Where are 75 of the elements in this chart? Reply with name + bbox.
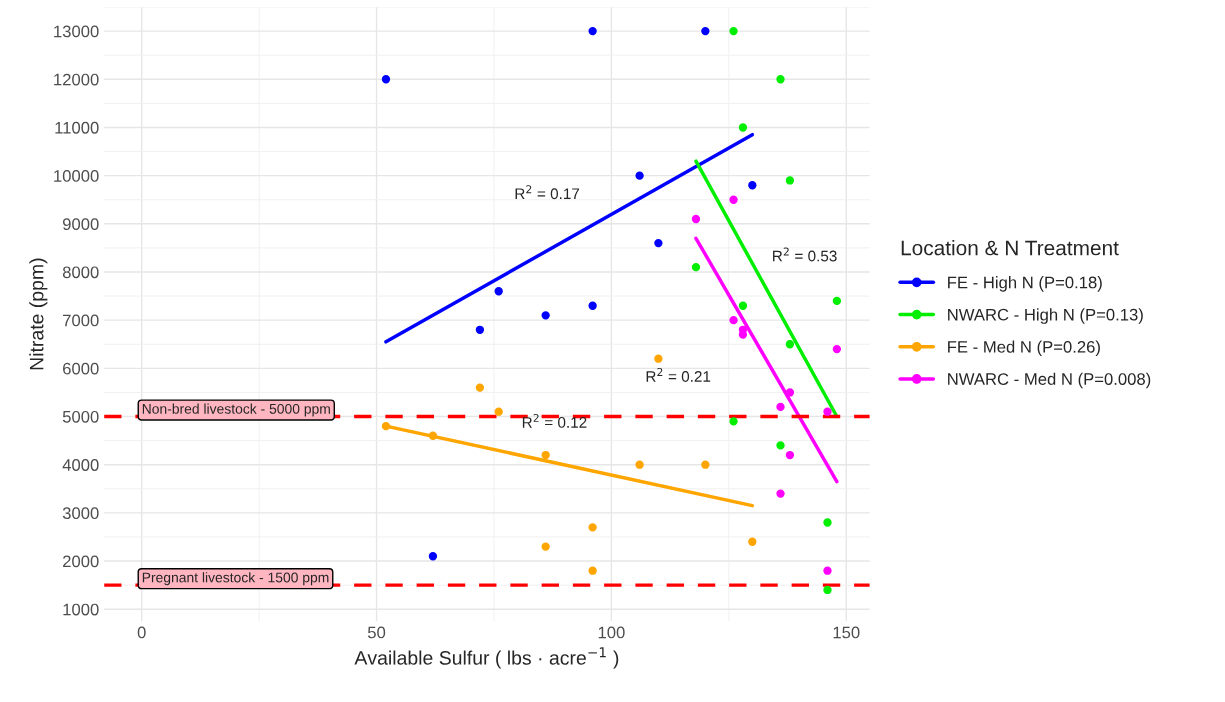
point (701, 460, 710, 469)
point (785, 176, 795, 185)
point (654, 238, 663, 248)
y-tick-label: 12000 (54, 73, 99, 86)
y-tick-label: 4000 (62, 459, 99, 471)
x-axis-title: Available Sulfur ( lbs · acre$^{−1}$ ) (354, 647, 619, 669)
point (776, 489, 785, 498)
point (823, 566, 832, 575)
legend-label: FE - High N (P=0.18) (948, 276, 1102, 292)
point (823, 407, 832, 416)
point (475, 325, 485, 334)
point (541, 450, 550, 460)
point (832, 296, 842, 306)
point (832, 344, 842, 354)
point (729, 26, 738, 36)
point (541, 311, 550, 320)
point (748, 181, 757, 190)
ref-line-label: Pregnant livestock - 1500 ppm (142, 572, 329, 586)
point (729, 316, 738, 325)
point (588, 26, 597, 36)
annotation: R$^{2}$ = 0.21 (646, 367, 711, 382)
point (428, 431, 438, 440)
x-tick-label: 150 (833, 626, 860, 639)
legend-label: FE - Med N (P=0.26) (948, 340, 1100, 357)
point (635, 460, 644, 469)
y-tick-label: 5000 (62, 410, 99, 423)
point (738, 301, 748, 310)
point (381, 421, 391, 431)
point (776, 75, 785, 84)
y-tick-label: 7000 (63, 314, 99, 327)
x-tick-label: 0 (137, 626, 146, 639)
y-tick-label: 1000 (63, 603, 99, 616)
point (691, 263, 701, 272)
point (748, 537, 757, 546)
point (494, 407, 503, 416)
y-tick-label: 10000 (54, 170, 99, 182)
point (588, 301, 597, 310)
point (701, 26, 710, 36)
x-tick-label: 50 (367, 626, 386, 639)
legend-title: Location & N Treatment (901, 240, 1119, 256)
point (785, 340, 795, 349)
y-tick-label: 3000 (62, 507, 99, 520)
annotation: R$^{2}$ = 0.17 (515, 185, 580, 200)
y-tick-label: 2000 (63, 555, 99, 568)
point (823, 585, 832, 595)
point (494, 287, 503, 296)
y-tick-label: 13000 (54, 25, 99, 38)
point (588, 523, 597, 532)
point (654, 354, 663, 363)
point (729, 195, 738, 204)
x-tick-label: 100 (598, 626, 625, 639)
point (428, 552, 438, 561)
point (776, 441, 785, 450)
point (541, 542, 550, 551)
point (785, 388, 795, 397)
point (729, 417, 738, 426)
y-tick-label: 9000 (62, 218, 99, 231)
y-tick-label: 11000 (55, 121, 99, 134)
point (381, 75, 391, 84)
point (691, 214, 701, 224)
point (475, 383, 485, 392)
legend-label: NWARC - Med N (P=0.008) (948, 372, 1151, 389)
y-axis-title: Nitrate (ppm) (29, 258, 48, 370)
point (823, 518, 832, 527)
point (776, 402, 785, 412)
annotation: R$^{2}$ = 0.12 (522, 413, 587, 428)
point (738, 123, 748, 132)
point (635, 171, 644, 180)
point (588, 566, 597, 575)
annotation: R$^{2}$ = 0.53 (773, 247, 837, 262)
legend-label: NWARC - High N (P=0.13) (948, 308, 1143, 324)
y-tick-label: 8000 (62, 266, 99, 279)
point (785, 450, 795, 460)
y-tick-label: 6000 (63, 362, 99, 375)
ref-line-label: Non-bred livestock - 5000 ppm (142, 403, 330, 417)
